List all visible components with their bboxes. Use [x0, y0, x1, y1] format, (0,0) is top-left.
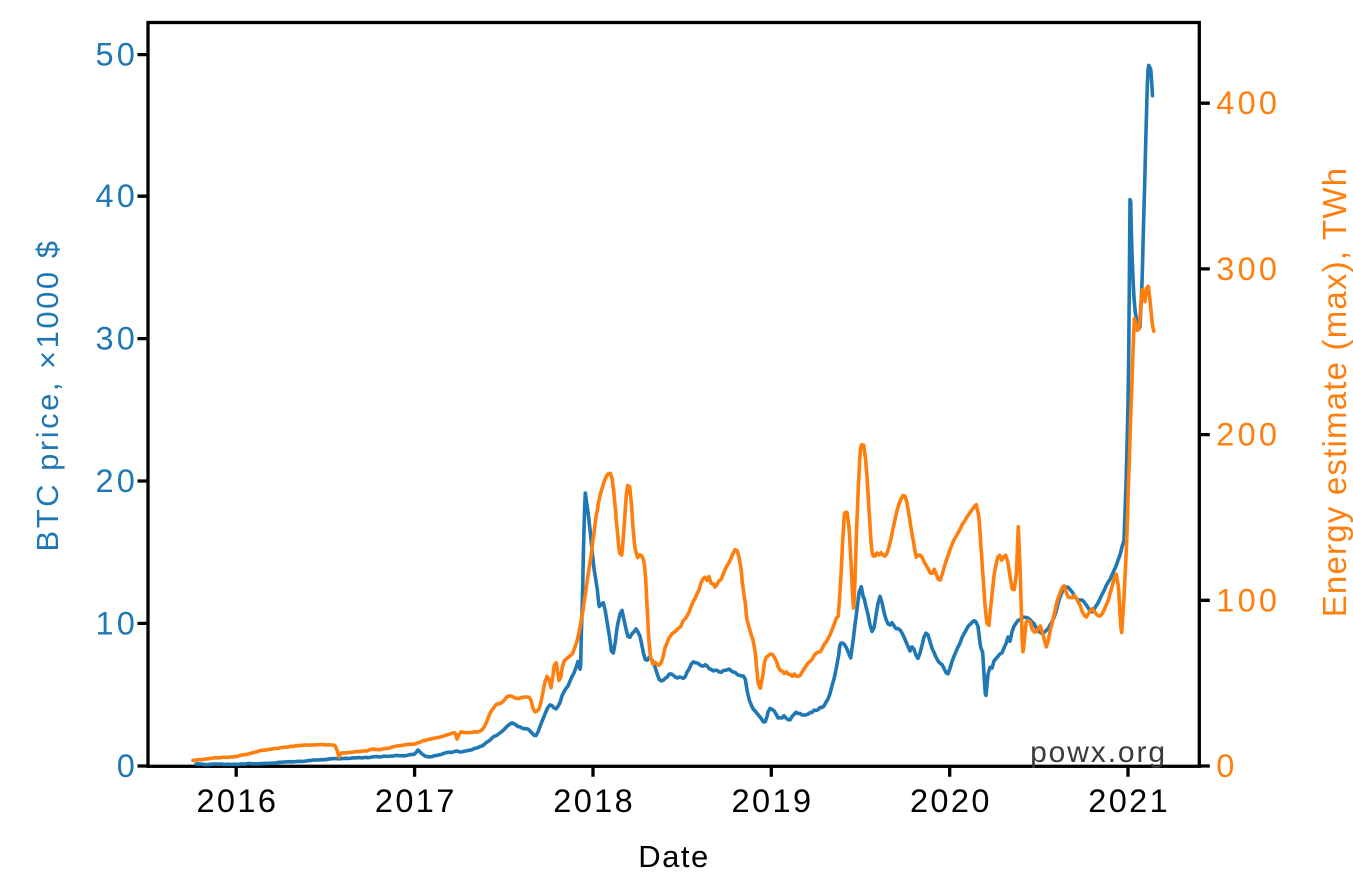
svg-text:10: 10	[95, 605, 138, 641]
svg-text:2017: 2017	[375, 783, 457, 819]
svg-text:0: 0	[1216, 748, 1237, 784]
svg-text:BTC price, ×1000 $: BTC price, ×1000 $	[30, 239, 65, 552]
svg-text:300: 300	[1216, 251, 1280, 287]
svg-text:40: 40	[95, 178, 138, 214]
svg-text:2016: 2016	[196, 783, 278, 819]
svg-text:2018: 2018	[553, 783, 635, 819]
svg-text:100: 100	[1216, 582, 1280, 618]
svg-text:Date: Date	[638, 839, 709, 874]
svg-text:0: 0	[117, 748, 138, 784]
svg-text:400: 400	[1216, 85, 1280, 121]
svg-text:200: 200	[1216, 417, 1280, 453]
svg-text:20: 20	[95, 463, 138, 499]
svg-text:30: 30	[95, 321, 138, 357]
svg-text:2021: 2021	[1088, 783, 1170, 819]
svg-text:powx.org: powx.org	[1030, 736, 1167, 769]
svg-text:50: 50	[95, 37, 138, 73]
svg-text:Energy estimate (max), TWh: Energy estimate (max), TWh	[1316, 167, 1353, 618]
svg-text:2019: 2019	[732, 783, 814, 819]
svg-text:2020: 2020	[910, 783, 992, 819]
